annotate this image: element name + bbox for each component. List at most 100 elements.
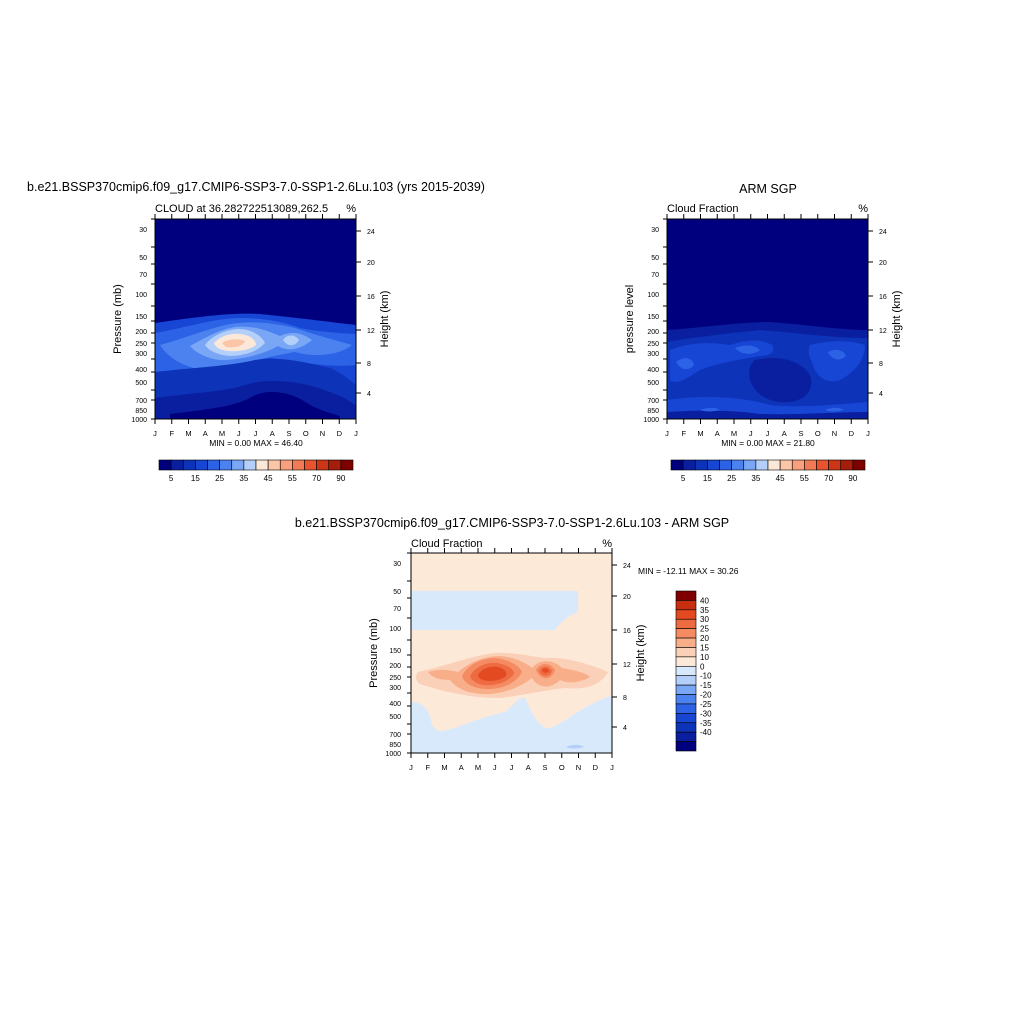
month-tick-label: J: [493, 763, 497, 772]
colorbar-label: 70: [312, 474, 321, 483]
colorbar-swatch: [707, 459, 720, 471]
colorbar-label: 20: [700, 634, 709, 643]
colorbar-swatch: [340, 459, 354, 471]
contour-band: [667, 410, 868, 419]
panel-subtitle: Cloud Fraction: [667, 203, 739, 215]
colorbar-label: 5: [681, 474, 686, 483]
month-tick-label: S: [542, 763, 547, 772]
pressure-tick-label: 500: [647, 380, 659, 387]
pressure-tick-label: 1000: [131, 417, 147, 424]
pressure-tick-label: 100: [389, 626, 401, 633]
pressure-tick-label: 30: [393, 561, 401, 568]
pressure-tick-label: 30: [139, 227, 147, 234]
month-tick-label: A: [715, 429, 720, 438]
colorbar-swatch: [682, 459, 696, 471]
pressure-tick-label: 70: [393, 606, 401, 613]
pressure-tick-label: 700: [389, 732, 401, 739]
contour-band: [749, 358, 812, 403]
contour-band: [566, 744, 584, 749]
pressure-tick-label: 50: [139, 255, 147, 262]
panel-units: %: [858, 203, 868, 215]
colorbar-label: 35: [239, 474, 248, 483]
colorbar-swatch: [328, 459, 342, 471]
month-tick-label: O: [303, 429, 309, 438]
x-axis: J F M A M J J A S O N D J: [409, 763, 614, 772]
height-tick-label: 8: [367, 361, 371, 368]
colorbar-swatch: [779, 459, 793, 471]
min-max-label: MIN = 0.00 MAX = 21.80: [721, 438, 815, 448]
pressure-tick-label: 850: [135, 408, 147, 415]
colorbar-swatch: [675, 713, 697, 724]
contour-band: [700, 407, 844, 412]
month-tick-label: M: [731, 429, 737, 438]
height-tick-label: 20: [367, 260, 375, 267]
colorbar-swatch: [755, 459, 769, 471]
pressure-tick-label: 100: [135, 292, 147, 299]
colorbar-label: -35: [700, 719, 712, 728]
y-axis-height: 24 20 16 12 8 4: [879, 229, 887, 398]
colorbar-swatch: [316, 459, 330, 471]
y-axis-pressure: 30 50 70 100 150 200 250 300 400 500 700…: [131, 227, 147, 424]
colorbar-swatch: [675, 628, 697, 639]
colorbar-label: 10: [700, 653, 709, 662]
month-tick-label: O: [559, 763, 565, 772]
colorbar-swatch: [675, 722, 697, 733]
month-tick-label: F: [682, 429, 687, 438]
pressure-tick-label: 200: [389, 663, 401, 670]
colorbar: 5 15 25 35 45 55 70 90: [670, 459, 866, 483]
colorbar-label: 25: [727, 474, 736, 483]
contour-band: [670, 340, 865, 382]
month-tick-label: A: [270, 429, 275, 438]
contour-band: [411, 696, 612, 753]
x-axis: J F M A M J J A S O N D J: [665, 429, 870, 438]
tick-marks: [663, 214, 873, 424]
height-tick-label: 16: [623, 628, 631, 635]
month-tick-label: F: [170, 429, 175, 438]
pressure-tick-label: 400: [389, 701, 401, 708]
height-tick-label: 20: [879, 260, 887, 267]
panel-subtitle: CLOUD at 36.282722513089,262.5: [155, 203, 328, 215]
tick-marks: [151, 214, 361, 424]
colorbar-label: 15: [191, 474, 200, 483]
colorbar-label: 5: [169, 474, 174, 483]
colorbar-label: 45: [776, 474, 785, 483]
panel-title: b.e21.BSSP370cmip6.f09_g17.CMIP6-SSP3-7.…: [295, 516, 729, 530]
colorbar-label: -25: [700, 700, 712, 709]
panel-units: %: [602, 538, 612, 550]
colorbar-swatch: [675, 618, 697, 629]
pressure-tick-label: 300: [389, 685, 401, 692]
month-tick-label: M: [185, 429, 191, 438]
tick-marks: [407, 548, 617, 758]
y-axis-label-right: Height (km): [379, 291, 391, 348]
month-tick-label: J: [665, 429, 669, 438]
contour-band: [478, 666, 549, 681]
colorbar-swatch: [767, 459, 781, 471]
colorbar-label: 25: [700, 625, 709, 634]
height-tick-label: 24: [367, 229, 375, 236]
height-tick-label: 24: [623, 563, 631, 570]
pressure-tick-label: 250: [135, 341, 147, 348]
colorbar-swatch: [816, 459, 829, 471]
month-tick-label: D: [849, 429, 855, 438]
colorbar: 5 15 25 35 45 55 70 90: [158, 459, 354, 483]
y-axis-label-right: Height (km): [635, 625, 647, 682]
x-axis: J F M A M J J A S O N D J: [153, 429, 358, 438]
pressure-tick-label: 850: [389, 742, 401, 749]
y-axis-height: 24 20 16 12 8 4: [623, 563, 631, 732]
month-tick-label: A: [782, 429, 787, 438]
height-tick-label: 12: [367, 328, 375, 335]
colorbar-swatch: [675, 637, 697, 648]
month-tick-label: N: [832, 429, 837, 438]
pressure-tick-label: 250: [647, 341, 659, 348]
pressure-tick-label: 500: [135, 380, 147, 387]
colorbar-label: 45: [264, 474, 273, 483]
month-tick-label: J: [766, 429, 770, 438]
colorbar-label: 30: [700, 615, 709, 624]
y-axis-label-left: Pressure (mb): [368, 618, 380, 688]
month-tick-label: D: [337, 429, 343, 438]
y-axis-label-right: Height (km): [891, 291, 903, 348]
colorbar-label: -15: [700, 681, 712, 690]
pressure-tick-label: 700: [647, 398, 659, 405]
panel-units: %: [346, 203, 356, 215]
colorbar-swatch: [675, 665, 697, 677]
